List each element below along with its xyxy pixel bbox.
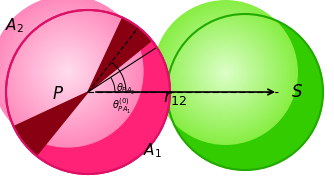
Circle shape [195, 42, 256, 103]
Circle shape [218, 65, 233, 80]
Circle shape [65, 70, 69, 73]
Circle shape [20, 24, 115, 119]
Circle shape [0, 2, 137, 141]
Circle shape [22, 26, 113, 117]
Circle shape [204, 51, 247, 94]
Circle shape [213, 60, 238, 85]
Circle shape [0, 0, 141, 145]
Circle shape [206, 53, 245, 92]
Circle shape [62, 66, 73, 77]
Circle shape [17, 21, 119, 122]
Circle shape [43, 47, 92, 96]
Circle shape [33, 38, 102, 105]
Circle shape [159, 6, 292, 139]
Circle shape [26, 30, 109, 113]
Circle shape [173, 20, 278, 125]
Circle shape [175, 22, 276, 123]
Circle shape [64, 68, 71, 75]
Circle shape [220, 67, 231, 78]
Circle shape [209, 56, 241, 89]
Circle shape [54, 58, 81, 85]
Circle shape [5, 9, 130, 134]
Circle shape [45, 49, 90, 94]
Circle shape [193, 40, 258, 105]
Circle shape [37, 41, 98, 102]
Circle shape [190, 37, 262, 108]
Circle shape [166, 13, 285, 132]
Circle shape [224, 71, 227, 74]
Circle shape [156, 2, 296, 143]
Circle shape [32, 36, 103, 107]
Circle shape [177, 24, 274, 121]
Circle shape [13, 17, 122, 126]
Polygon shape [88, 18, 152, 92]
Circle shape [182, 29, 269, 115]
Polygon shape [14, 92, 88, 156]
Circle shape [163, 10, 288, 135]
Circle shape [60, 64, 75, 79]
Circle shape [211, 58, 240, 87]
Circle shape [170, 17, 281, 128]
Circle shape [167, 14, 323, 170]
Circle shape [199, 46, 253, 99]
Circle shape [215, 62, 236, 83]
Circle shape [222, 69, 229, 76]
Circle shape [41, 45, 94, 98]
Circle shape [207, 55, 243, 91]
Circle shape [200, 47, 250, 98]
Circle shape [52, 56, 82, 87]
Text: $A_1$: $A_1$ [143, 142, 161, 160]
Circle shape [35, 40, 100, 104]
Circle shape [58, 62, 77, 81]
Circle shape [18, 22, 117, 121]
Circle shape [30, 34, 105, 109]
Circle shape [186, 33, 265, 112]
Circle shape [184, 31, 267, 114]
Circle shape [202, 49, 249, 96]
Circle shape [28, 32, 107, 111]
Circle shape [161, 8, 290, 137]
Circle shape [49, 53, 87, 90]
Circle shape [56, 60, 79, 83]
Circle shape [47, 51, 88, 92]
Text: S: S [292, 83, 302, 101]
Circle shape [50, 54, 85, 88]
Text: $\theta_{PA_1}^{(0)}$: $\theta_{PA_1}^{(0)}$ [112, 96, 131, 115]
Circle shape [0, 0, 143, 147]
Circle shape [181, 28, 270, 117]
Circle shape [11, 15, 124, 128]
Circle shape [24, 28, 111, 115]
Circle shape [0, 4, 135, 139]
Circle shape [191, 38, 260, 107]
Circle shape [154, 1, 297, 144]
Circle shape [1, 5, 134, 138]
Circle shape [157, 4, 294, 141]
Circle shape [9, 13, 126, 130]
Text: $\theta_{PA_2}$: $\theta_{PA_2}$ [116, 81, 135, 97]
Circle shape [188, 35, 263, 110]
Circle shape [216, 64, 234, 81]
Circle shape [6, 10, 170, 174]
Circle shape [172, 19, 279, 126]
Text: P: P [53, 85, 63, 103]
Text: $r_{12}$: $r_{12}$ [163, 89, 187, 107]
Circle shape [168, 15, 283, 130]
Circle shape [39, 43, 96, 100]
Circle shape [179, 26, 272, 119]
Circle shape [197, 44, 254, 101]
Circle shape [7, 11, 128, 132]
Circle shape [3, 7, 132, 136]
Text: $A_2$: $A_2$ [5, 17, 23, 35]
Circle shape [0, 0, 139, 143]
Circle shape [165, 12, 287, 133]
Circle shape [15, 19, 120, 124]
